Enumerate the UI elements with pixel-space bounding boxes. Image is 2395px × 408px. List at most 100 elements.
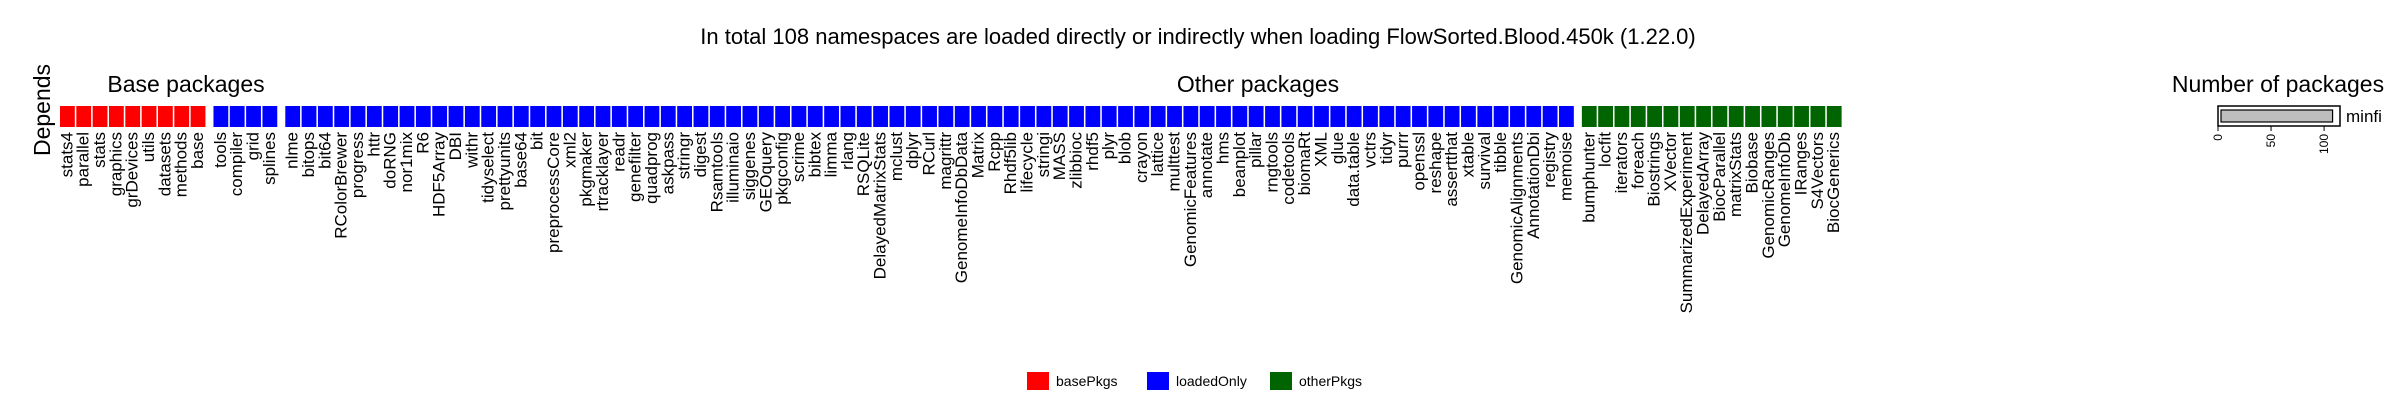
cell-loadedOnly <box>889 106 905 127</box>
package-label: bumphunter <box>1579 132 1598 223</box>
cell-basePkgs <box>125 106 141 127</box>
cell-otherPkgs <box>1663 106 1679 127</box>
package-label: nlme <box>283 132 302 169</box>
package-label: methods <box>172 132 191 197</box>
cell-loadedOnly <box>1232 106 1248 127</box>
cell-loadedOnly <box>513 106 529 127</box>
package-label: memoise <box>1556 132 1575 201</box>
package-label: Rsamtools <box>707 132 726 212</box>
package-label: progress <box>348 132 367 198</box>
cell-loadedOnly <box>791 106 807 127</box>
cell-loadedOnly <box>562 106 578 127</box>
cell-loadedOnly <box>1118 106 1133 127</box>
cell-loadedOnly <box>1248 106 1264 127</box>
cell-otherPkgs <box>1794 106 1809 127</box>
count-panel: minfi 0 50 100 <box>2211 105 2382 154</box>
package-label: utils <box>139 132 158 162</box>
cell-loadedOnly <box>1134 106 1150 127</box>
cell-loadedOnly <box>1444 106 1460 127</box>
package-label: Biobase <box>1743 132 1762 193</box>
package-label: genefilter <box>626 132 645 202</box>
package-label: digest <box>691 132 710 178</box>
cell-loadedOnly <box>497 106 513 127</box>
cell-loadedOnly <box>229 106 245 127</box>
cell-loadedOnly <box>415 106 431 127</box>
cell-loadedOnly <box>246 106 261 127</box>
package-label: rngtools <box>1262 132 1281 192</box>
cell-loadedOnly <box>546 106 562 127</box>
cell-loadedOnly <box>1150 106 1166 127</box>
package-label: grDevices <box>123 132 142 208</box>
cell-loadedOnly <box>350 106 366 127</box>
package-label: DBI <box>446 132 465 160</box>
cell-otherPkgs <box>1728 106 1744 127</box>
count-bar <box>2220 109 2334 123</box>
cell-basePkgs <box>92 106 108 127</box>
package-label: hms <box>1214 132 1233 164</box>
package-label: splines <box>260 132 279 185</box>
cell-loadedOnly <box>1379 106 1395 127</box>
package-label: GEOquery <box>756 132 775 213</box>
cell-loadedOnly <box>481 106 497 127</box>
cell-loadedOnly <box>579 106 595 127</box>
cell-loadedOnly <box>1493 106 1509 127</box>
package-label: prettyunits <box>495 132 514 210</box>
package-label: DelayedMatrixStats <box>871 132 890 279</box>
legend-label-loadedOnly: loadedOnly <box>1176 373 1247 389</box>
cell-loadedOnly <box>971 106 986 127</box>
chart-title: In total 108 namespaces are loaded direc… <box>700 24 1695 49</box>
package-label: locfit <box>1596 132 1615 167</box>
cell-loadedOnly <box>432 106 448 127</box>
cell-loadedOnly <box>938 106 954 127</box>
cell-loadedOnly <box>1069 106 1084 127</box>
cell-loadedOnly <box>709 106 725 127</box>
cell-otherPkgs <box>1598 106 1613 127</box>
count-bar-label: minfi <box>2346 107 2382 126</box>
package-labels: stats4parallelstatsgraphicsgrDevicesutil… <box>57 131 1843 313</box>
package-label: rtracklayer <box>593 132 612 212</box>
cell-loadedOnly <box>317 106 333 127</box>
package-label: foreach <box>1628 132 1647 189</box>
package-label: plyr <box>1099 132 1118 160</box>
package-label: lifecycle <box>1018 132 1037 192</box>
package-cells <box>60 106 1842 127</box>
cell-loadedOnly <box>1020 106 1035 127</box>
package-label: multtest <box>1165 132 1184 192</box>
cell-loadedOnly <box>1216 106 1231 127</box>
cell-loadedOnly <box>1477 106 1493 127</box>
package-label: GenomicFeatures <box>1181 132 1200 267</box>
cell-loadedOnly <box>1036 106 1052 127</box>
package-label: compiler <box>227 132 246 197</box>
cell-loadedOnly <box>1461 106 1476 127</box>
package-label: graphics <box>106 132 125 196</box>
cell-basePkgs <box>60 106 75 127</box>
cell-otherPkgs <box>1696 106 1711 127</box>
cell-loadedOnly <box>213 106 229 127</box>
cell-loadedOnly <box>824 106 839 127</box>
package-label: HDF5Array <box>430 132 449 218</box>
legend-label-basePkgs: basePkgs <box>1056 373 1117 389</box>
package-label: readr <box>609 132 628 172</box>
cell-otherPkgs <box>1810 106 1826 127</box>
cell-loadedOnly <box>1003 106 1019 127</box>
cell-loadedOnly <box>1510 106 1525 127</box>
cell-loadedOnly <box>1559 106 1574 127</box>
cell-loadedOnly <box>1281 106 1297 127</box>
package-label: annotate <box>1197 132 1216 198</box>
package-label: GenomeInfoDbData <box>952 131 971 283</box>
package-label: blob <box>1116 132 1135 164</box>
package-label: siggenes <box>740 132 759 200</box>
cell-loadedOnly <box>1314 106 1329 127</box>
cell-otherPkgs <box>1777 106 1793 127</box>
cell-otherPkgs <box>1614 106 1630 127</box>
package-label: BiocParallel <box>1710 132 1729 222</box>
package-label: S4Vectors <box>1808 132 1827 210</box>
cell-loadedOnly <box>660 106 676 127</box>
package-label: xml2 <box>560 132 579 168</box>
section-label-other: Other packages <box>1177 71 1339 97</box>
cell-loadedOnly <box>530 106 546 127</box>
cell-loadedOnly <box>856 106 872 127</box>
cell-loadedOnly <box>334 106 350 127</box>
package-label: IRanges <box>1792 132 1811 195</box>
